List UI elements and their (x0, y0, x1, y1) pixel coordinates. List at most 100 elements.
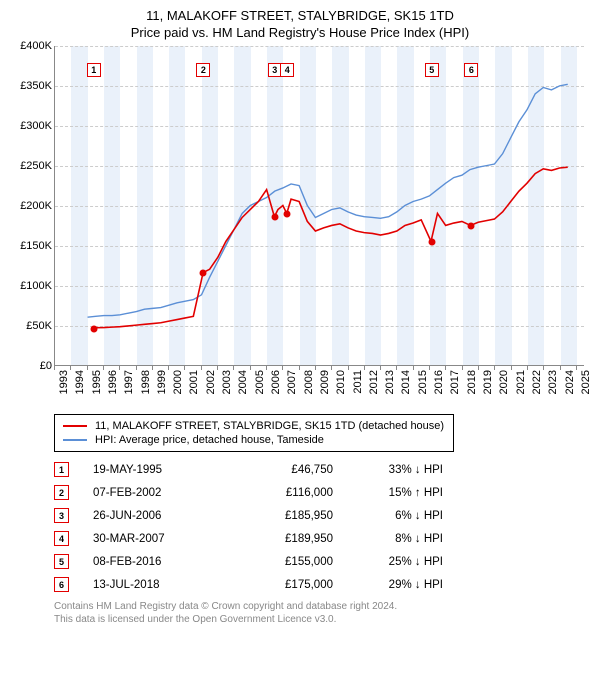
footer-line2: This data is licensed under the Open Gov… (54, 613, 590, 626)
legend-row: HPI: Average price, detached house, Tame… (63, 433, 445, 447)
x-tick-label: 2009 (319, 370, 331, 394)
x-tick-label: 2017 (449, 370, 461, 394)
event-num: 5 (54, 554, 69, 569)
x-tick-label: 1998 (140, 370, 152, 394)
event-dot (271, 214, 278, 221)
event-price: £175,000 (223, 579, 333, 591)
event-dot-circle (90, 325, 97, 332)
event-price: £46,750 (223, 464, 333, 476)
event-price: £155,000 (223, 556, 333, 568)
x-tickmark (396, 366, 397, 370)
x-tickmark (136, 366, 137, 370)
event-price: £185,950 (223, 510, 333, 522)
event-num: 4 (54, 531, 69, 546)
x-tick-label: 1997 (123, 370, 135, 394)
event-dot (200, 270, 207, 277)
event-pct: 15% ↑ HPI (333, 487, 443, 499)
legend-swatch (63, 439, 87, 441)
event-num: 3 (54, 508, 69, 523)
event-marker: 6 (464, 63, 478, 77)
footer-line1: Contains HM Land Registry data © Crown c… (54, 600, 590, 613)
x-tick-label: 2018 (466, 370, 478, 394)
event-dot-circle (284, 211, 291, 218)
x-tick-label: 2004 (237, 370, 249, 394)
event-marker-box: 4 (280, 63, 294, 77)
x-tick-label: 2023 (547, 370, 559, 394)
x-tickmark (413, 366, 414, 370)
event-dot-circle (200, 270, 207, 277)
x-tick-label: 2019 (482, 370, 494, 394)
x-tickmark (380, 366, 381, 370)
x-tickmark (511, 366, 512, 370)
y-tick-label: £200K (20, 200, 52, 212)
legend-label: HPI: Average price, detached house, Tame… (95, 434, 324, 446)
y-tick-label: £350K (20, 80, 52, 92)
event-pct: 6% ↓ HPI (333, 510, 443, 522)
event-date: 08-FEB-2016 (93, 556, 223, 568)
x-tickmark (103, 366, 104, 370)
x-tickmark (445, 366, 446, 370)
chart: £0£50K£100K£150K£200K£250K£300K£350K£400… (10, 46, 590, 406)
x-tickmark (543, 366, 544, 370)
x-tickmark (168, 366, 169, 370)
y-tick-label: £150K (20, 240, 52, 252)
event-date: 13-JUL-2018 (93, 579, 223, 591)
x-tick-label: 2001 (188, 370, 200, 394)
y-tick-label: £50K (26, 320, 52, 332)
x-tickmark (560, 366, 561, 370)
event-pct: 8% ↓ HPI (333, 533, 443, 545)
legend: 11, MALAKOFF STREET, STALYBRIDGE, SK15 1… (54, 414, 454, 452)
event-dot (90, 325, 97, 332)
event-dot (468, 223, 475, 230)
x-tick-label: 1995 (91, 370, 103, 394)
x-tick-label: 2016 (433, 370, 445, 394)
event-price: £189,950 (223, 533, 333, 545)
x-tickmark (119, 366, 120, 370)
title-subtitle: Price paid vs. HM Land Registry's House … (10, 25, 590, 40)
x-tick-label: 2006 (270, 370, 282, 394)
event-row: 3 26-JUN-2006£185,9506% ↓ HPI (54, 508, 590, 523)
event-marker: 5 (425, 63, 439, 77)
y-tick-label: £0 (40, 360, 52, 372)
event-dot (428, 239, 435, 246)
event-pct: 25% ↓ HPI (333, 556, 443, 568)
y-axis: £0£50K£100K£150K£200K£250K£300K£350K£400… (10, 46, 54, 366)
x-tickmark (152, 366, 153, 370)
x-tickmark (527, 366, 528, 370)
event-marker-box: 5 (425, 63, 439, 77)
event-num: 6 (54, 577, 69, 592)
x-tick-label: 2010 (335, 370, 347, 394)
x-tick-label: 2020 (498, 370, 510, 394)
x-tick-label: 2015 (417, 370, 429, 394)
x-tickmark (494, 366, 495, 370)
events-table: 119-MAY-1995£46,75033% ↓ HPI207-FEB-2002… (54, 462, 590, 592)
x-tickmark (250, 366, 251, 370)
x-tick-label: 2003 (221, 370, 233, 394)
y-tick-label: £250K (20, 160, 52, 172)
x-tickmark (478, 366, 479, 370)
x-tick-label: 2014 (400, 370, 412, 394)
x-tickmark (184, 366, 185, 370)
x-tick-label: 2024 (564, 370, 576, 394)
event-row: 613-JUL-2018£175,00029% ↓ HPI (54, 577, 590, 592)
title-address: 11, MALAKOFF STREET, STALYBRIDGE, SK15 1… (10, 8, 590, 23)
x-tick-label: 2011 (352, 370, 364, 394)
x-tick-label: 2012 (368, 370, 380, 394)
x-tickmark (70, 366, 71, 370)
y-tick-label: £400K (20, 40, 52, 52)
title-block: 11, MALAKOFF STREET, STALYBRIDGE, SK15 1… (10, 8, 590, 40)
x-tick-label: 2008 (303, 370, 315, 394)
event-date: 26-JUN-2006 (93, 510, 223, 522)
event-pct: 33% ↓ HPI (333, 464, 443, 476)
page: 11, MALAKOFF STREET, STALYBRIDGE, SK15 1… (0, 0, 600, 634)
event-num: 2 (54, 485, 69, 500)
x-tick-label: 1999 (156, 370, 168, 394)
x-tickmark (54, 366, 55, 370)
x-tick-label: 2007 (286, 370, 298, 394)
x-tick-label: 2022 (531, 370, 543, 394)
event-dot (284, 211, 291, 218)
event-row: 5 08-FEB-2016£155,00025% ↓ HPI (54, 554, 590, 569)
legend-label: 11, MALAKOFF STREET, STALYBRIDGE, SK15 1… (95, 420, 444, 432)
x-tick-label: 2005 (254, 370, 266, 394)
event-marker: 4 (280, 63, 294, 77)
